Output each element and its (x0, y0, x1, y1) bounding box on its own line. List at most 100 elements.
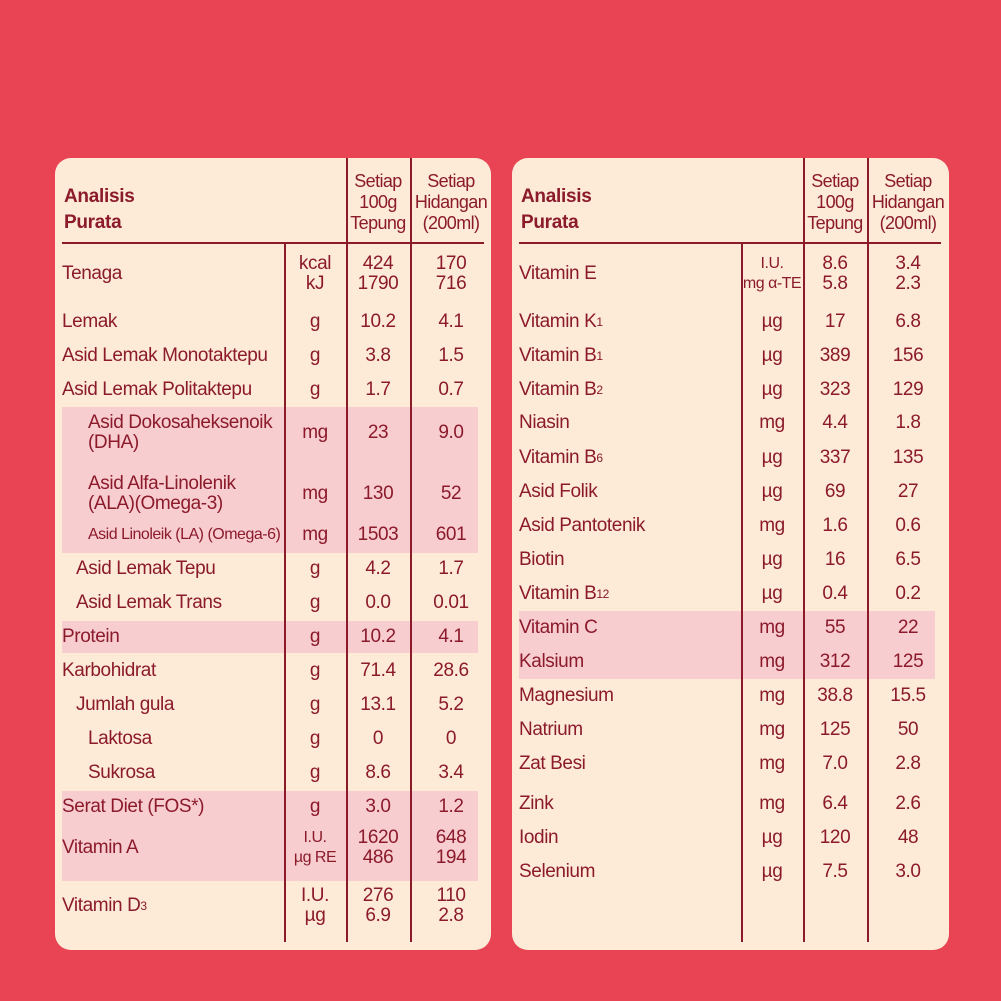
per-serving-value: 4.1 (411, 306, 491, 338)
per-serving-value-line: 15.5 (890, 685, 926, 706)
unit-cell-line: g (309, 311, 321, 332)
per-100g-value-line: 71.4 (360, 660, 396, 681)
per-serving-value-line: 3.0 (895, 861, 921, 882)
unit-cell: g (284, 553, 346, 585)
unit-cell-line: mg (759, 651, 785, 672)
nutrient-name-text: Asid Lemak Politaktepu (62, 378, 252, 400)
per-serving-value-line: 48 (897, 827, 919, 848)
per-serving-value-line: 1.2 (438, 796, 464, 817)
per-100g-value: 125 (804, 713, 866, 747)
unit-cell: mg (284, 463, 346, 525)
nutrient-name-text: Asid Folik (519, 481, 598, 502)
nutrient-name-text: Protein (62, 626, 120, 647)
column-divider (803, 158, 805, 942)
per-100g-value-line: 424 (362, 253, 394, 274)
per-serving-value: 2.6 (868, 787, 948, 821)
nutrient-name: Natrium (519, 713, 733, 747)
per-100g-value-line: 6.9 (365, 905, 391, 926)
per-100g-value-line: 10.2 (360, 311, 396, 332)
nutrient-name: Protein (62, 621, 276, 653)
unit-cell: µg (741, 339, 803, 372)
header-per-100g: Setiap 100g Tepung (804, 171, 866, 234)
per-serving-value-line: 3.4 (438, 762, 464, 783)
header-per-serving: Setiap Hidangan (200ml) (868, 171, 948, 234)
per-serving-value: 0.6 (868, 509, 948, 543)
unit-cell: g (284, 306, 346, 338)
per-serving-value-line: 0.7 (438, 378, 464, 400)
per-100g-value-line: 389 (819, 344, 851, 366)
per-100g-value: 0.0 (347, 587, 409, 619)
unit-cell-line: mg (759, 793, 785, 814)
header-per-100g-line: 100g (359, 192, 397, 212)
per-serving-value-line: 0.2 (895, 583, 921, 604)
header-per-100g-line: Setiap (811, 171, 859, 191)
per-100g-value-line: 1620 (357, 827, 399, 848)
per-100g-value: 7.5 (804, 855, 866, 889)
unit-cell-line: g (309, 592, 321, 613)
per-100g-value-line: 1790 (357, 273, 399, 294)
nutrient-name: Asid Linoleik (LA) (Omega-6) (88, 519, 281, 551)
header-per-serving-line: Setiap (884, 171, 932, 191)
per-serving-value-line: 601 (435, 524, 467, 545)
unit-cell: µg (741, 441, 803, 475)
per-serving-value-line: 6.5 (895, 549, 921, 570)
per-100g-value: 130 (347, 463, 409, 525)
nutrient-name-text: Natrium (519, 719, 583, 740)
nutrient-name-subscript: 2 (596, 382, 603, 397)
unit-cell-line: µg (304, 905, 326, 926)
per-serving-value: 1.2 (411, 791, 491, 823)
per-serving-value: 170 716 (411, 254, 491, 294)
nutrient-name-text: Iodin (519, 827, 559, 848)
header-per-serving-line: (200ml) (879, 213, 937, 233)
nutrient-name: Sukrosa (88, 757, 276, 789)
table-header-title: Analisis Purata (64, 184, 135, 236)
per-100g-value: 389 (804, 339, 866, 372)
column-divider (346, 158, 348, 942)
per-serving-value-line: 28.6 (433, 660, 469, 681)
per-100g-value-line: 55 (824, 617, 846, 638)
per-serving-value-line: 2.3 (895, 273, 921, 294)
per-serving-value: 28.6 (411, 655, 491, 687)
per-serving-value-line: 9.0 (438, 422, 464, 443)
per-serving-value-line: 50 (897, 719, 919, 740)
table-header-title: Analisis Purata (521, 184, 592, 236)
per-serving-value: 50 (868, 713, 948, 747)
unit-cell: g (284, 587, 346, 619)
nutrient-name-text: Tenaga (62, 263, 122, 284)
per-100g-value-line: 312 (819, 651, 851, 672)
per-100g-value-line: 6.4 (822, 793, 848, 814)
per-100g-value-line: 8.6 (365, 762, 391, 783)
unit-cell-line: g (309, 626, 321, 647)
nutrient-name-text: Vitamin E (519, 263, 597, 284)
nutrient-name-text: Vitamin B (519, 378, 597, 400)
nutrient-name: Lemak (62, 306, 276, 338)
per-serving-value: 1.8 (868, 407, 948, 439)
per-serving-value: 2.8 (868, 747, 948, 781)
per-serving-value-line: 4.1 (438, 311, 464, 332)
unit-cell-line: g (309, 728, 321, 749)
unit-cell-line: g (309, 796, 321, 817)
per-100g-value-line: 5.8 (822, 273, 848, 294)
unit-cell-line: µg (761, 311, 783, 332)
per-serving-value: 22 (868, 611, 948, 645)
per-serving-value-line: 129 (892, 378, 924, 400)
unit-cell: mg (284, 519, 346, 551)
per-serving-value: 3.0 (868, 855, 948, 889)
nutrient-name-text: Magnesium (519, 685, 614, 706)
per-serving-value: 1.5 (411, 339, 491, 372)
highlight-band (62, 621, 478, 653)
per-100g-value-line: 4.2 (365, 558, 391, 579)
per-serving-value-line: 110 (436, 885, 466, 906)
unit-cell: g (284, 723, 346, 755)
per-100g-value: 4.4 (804, 407, 866, 439)
nutrient-name: Asid Pantotenik (519, 509, 733, 543)
unit-cell-line: mg α-TE (742, 275, 802, 292)
column-divider (284, 244, 286, 942)
per-100g-value: 276 6.9 (347, 881, 409, 931)
nutrient-name-text: Zink (519, 793, 554, 814)
unit-cell: µg (741, 577, 803, 611)
per-100g-value: 323 (804, 373, 866, 406)
per-100g-value-line: 23 (367, 422, 389, 443)
unit-cell-line: mg (759, 412, 785, 433)
